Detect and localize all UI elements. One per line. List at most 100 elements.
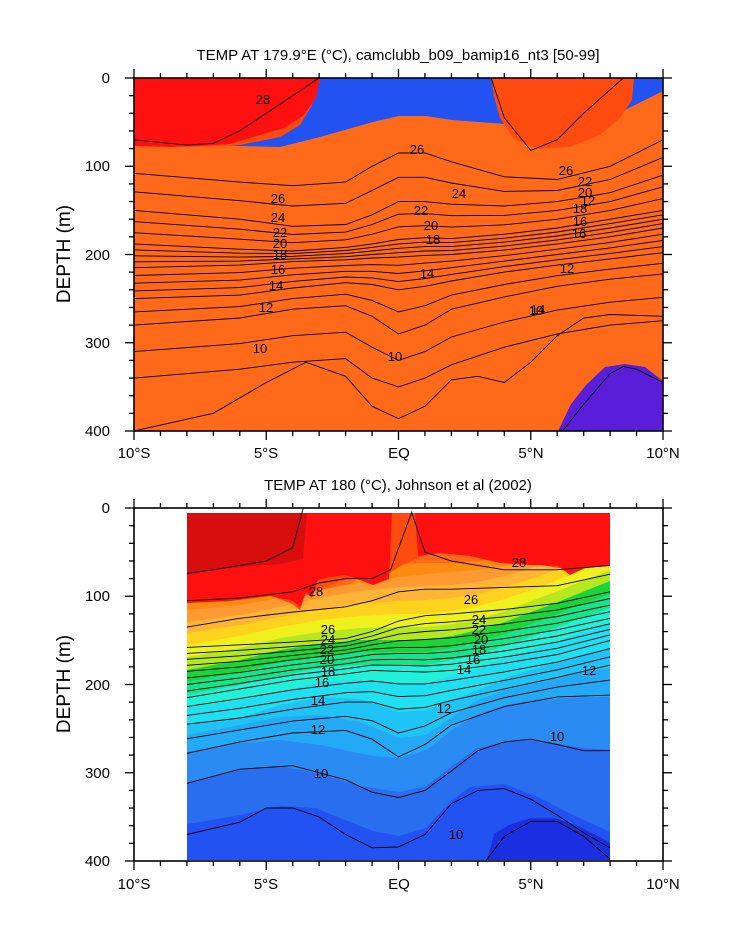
isotherm-27 — [186, 573, 611, 628]
panel-model-ylabel: DEPTH (m) — [54, 205, 75, 303]
contour-label: 12 — [259, 300, 273, 315]
panel-model-title: TEMP AT 179.9°E (°C), camclubb_b09_bamip… — [196, 47, 599, 64]
isotherm-interval — [186, 604, 611, 660]
ytick-label-100: 100 — [85, 158, 110, 175]
ytick-label-400: 400 — [85, 853, 110, 870]
xtick-label-10S: 10°S — [118, 876, 151, 893]
fill-warm-pool-north — [491, 78, 634, 149]
isotherm-9 — [134, 314, 663, 431]
contour-label: 28 — [256, 92, 270, 107]
contour-label: 12 — [582, 663, 596, 678]
contour-label: 22 — [320, 642, 334, 657]
contour-label: 24 — [321, 632, 335, 647]
fill-level-29 — [187, 513, 307, 575]
ytick-label-200: 200 — [85, 677, 110, 694]
contour-label: 26 — [464, 592, 478, 607]
contour-label: 24 — [271, 210, 285, 225]
isotherm-interval — [134, 156, 663, 207]
isotherm-14 — [186, 664, 611, 725]
xtick-label-5N: 5°N — [518, 876, 543, 893]
xtick-label-10S: 10°S — [118, 445, 151, 462]
isotherm-25 — [134, 174, 663, 227]
panel-model: TEMP AT 179.9°E (°C), camclubb_b09_bamip… — [54, 47, 680, 462]
contour-label: 18 — [273, 247, 287, 262]
isotherm-18 — [134, 227, 663, 269]
panel-obs-ticks — [125, 499, 672, 870]
ytick-label-200: 200 — [85, 247, 110, 264]
isotherm-interval — [134, 239, 663, 284]
xtick-label-5S: 5°S — [254, 445, 278, 462]
panel-obs-ytick-labels: 0 100 200 300 400 — [85, 500, 110, 870]
xtick-label-5S: 5°S — [254, 876, 278, 893]
contour-label: 10 — [388, 349, 402, 364]
isotherm-25 — [186, 591, 611, 648]
contour-label: 16 — [315, 675, 329, 690]
isotherm-12 — [134, 273, 663, 335]
contour-label: 10 — [529, 303, 543, 318]
fill-level-28 — [134, 78, 320, 147]
isotherm-28_5 — [186, 511, 611, 602]
isotherm-interval — [186, 679, 611, 740]
panel-obs-ylabel: DEPTH (m) — [54, 635, 75, 733]
isotherm-interval — [134, 233, 663, 276]
panel-obs: TEMP AT 180 (°C), Johnson et al (2002) D… — [54, 477, 680, 893]
contour-label: 14 — [457, 662, 471, 677]
contour-label: 28 — [512, 555, 526, 570]
contour-label: 28 — [309, 584, 323, 599]
contour-label: 16 — [466, 652, 480, 667]
panel-obs-isolines — [186, 508, 611, 861]
contour-label: 12 — [560, 261, 574, 276]
contour-label: 14 — [311, 693, 325, 708]
contour-label: 22 — [578, 174, 592, 189]
isotherm-interval — [186, 598, 611, 654]
ytick-label-300: 300 — [85, 335, 110, 352]
isotherm-29_5 — [186, 508, 304, 574]
contour-label: 22 — [472, 622, 486, 637]
contour-label: 26 — [271, 191, 285, 206]
isotherm-8 — [562, 366, 663, 431]
isotherm-interval — [134, 214, 663, 255]
isotherm-interval — [186, 623, 611, 679]
panel-model-contours: 2826262624242222202018181616141412121010… — [134, 78, 663, 431]
isotherm-interval — [134, 296, 663, 361]
panel-obs-contour-labels: 2828262624242222202018181616141412121210… — [309, 555, 596, 842]
contour-label: 18 — [472, 642, 486, 657]
contour-label: 20 — [320, 652, 334, 667]
panel-model-isolines — [134, 78, 663, 431]
isotherm-9 — [485, 820, 611, 861]
ytick-label-400: 400 — [85, 423, 110, 440]
xtick-label-EQ: EQ — [388, 876, 410, 893]
contour-label: 22 — [273, 225, 287, 240]
contour-label: 10 — [253, 341, 267, 356]
ytick-label-0: 0 — [102, 500, 110, 517]
isotherm-interval — [134, 223, 663, 263]
panel-obs-contours: 2828262624242222202018181616141412121210… — [186, 508, 611, 861]
isotherm-28_5 — [490, 78, 624, 151]
contour-label: 18 — [573, 201, 587, 216]
contour-label: 10 — [449, 827, 463, 842]
isotherm-interval — [186, 648, 611, 708]
isotherm-12 — [186, 694, 611, 758]
contour-label: 18 — [321, 664, 335, 679]
contour-label: 12 — [581, 193, 595, 208]
ytick-label-300: 300 — [85, 765, 110, 782]
contour-label: 22 — [414, 203, 428, 218]
contour-label: 16 — [572, 226, 586, 241]
contour-label: 16 — [573, 214, 587, 229]
isotherm-10 — [186, 788, 611, 849]
isotherm-interval — [186, 611, 611, 666]
panel-model-contour-labels: 2826262624242222202018181616141412121010… — [253, 92, 595, 364]
isotherm-21 — [186, 617, 611, 672]
isotherm-interval — [134, 198, 663, 244]
contour-label: 12 — [311, 722, 325, 737]
panel-obs-title: TEMP AT 180 (°C), Johnson et al (2002) — [264, 477, 532, 494]
isotherm-interval — [134, 246, 663, 292]
panel-obs-xtick-labels: 10°S 5°S EQ 5°N 10°N — [118, 876, 680, 893]
contour-label: 12 — [437, 701, 451, 716]
contour-label: 20 — [578, 185, 592, 200]
contour-label: 18 — [426, 232, 440, 247]
contour-label: 14 — [269, 278, 283, 293]
isotherm-interval — [134, 186, 663, 235]
xtick-label-10N: 10°N — [646, 445, 680, 462]
